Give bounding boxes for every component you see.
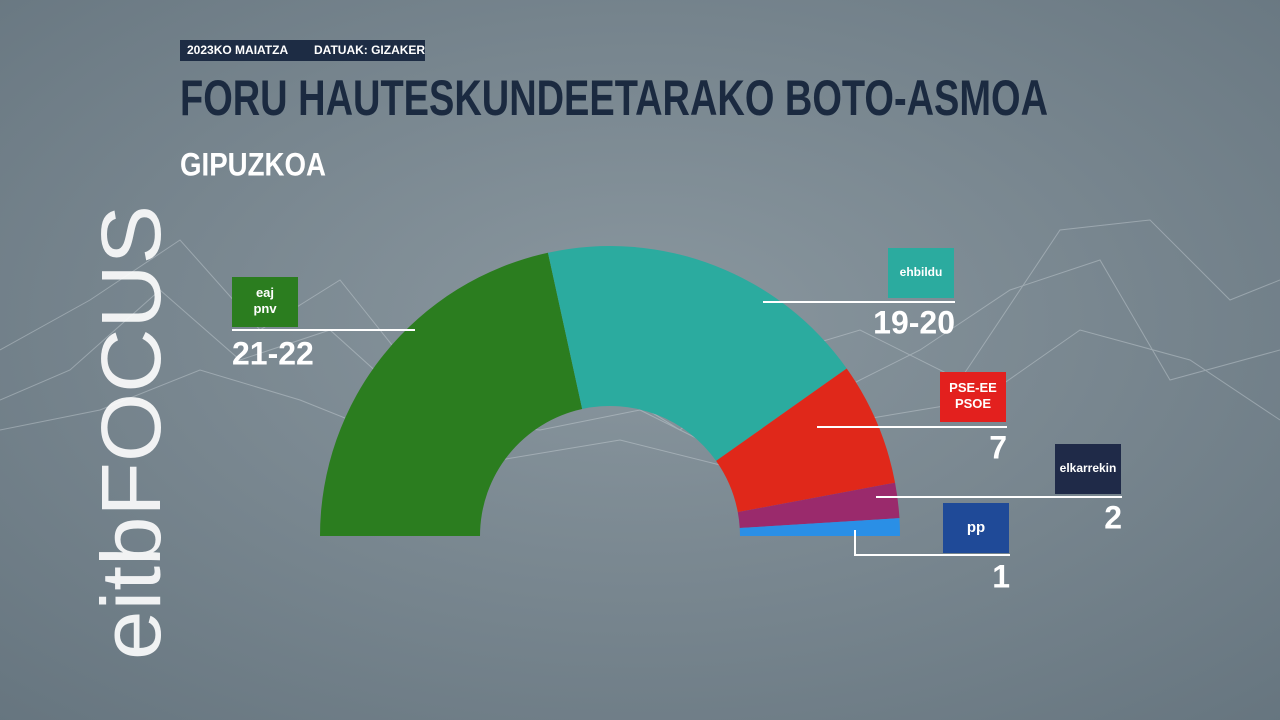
party-logo [888, 248, 954, 298]
party-name: eaj pnv [253, 285, 277, 316]
party-name: PSE-EE PSOE [949, 380, 997, 411]
value-label: 1 [992, 558, 1010, 594]
party-logo [232, 277, 298, 327]
value-label: 19-20 [873, 304, 955, 340]
date-label: 2023KO MAIATZA [187, 43, 288, 57]
segment [739, 518, 900, 536]
leader-line [854, 530, 1010, 556]
source-label: DATUAK: GIZAKER [314, 43, 425, 57]
segment [716, 368, 896, 513]
party-logo [943, 503, 1009, 553]
segment [320, 252, 583, 536]
watermark: eitbFOCUS [84, 205, 178, 660]
party-name: ehbildu [900, 265, 943, 279]
value-label: 21-22 [232, 335, 314, 371]
party-logo [1055, 444, 1121, 494]
chart-subtitle: GIPUZKOA [180, 146, 326, 182]
value-label: 7 [989, 429, 1007, 465]
header-box [180, 40, 425, 61]
value-label: 2 [1104, 499, 1122, 535]
party-name: pp [967, 519, 985, 536]
party-logo [940, 372, 1006, 422]
party-name: elkarrekin [1060, 461, 1117, 475]
chart-title: FORU HAUTESKUNDEETARAKO BOTO-ASMOA [180, 70, 1048, 126]
segment [737, 482, 900, 528]
segment [547, 246, 847, 461]
